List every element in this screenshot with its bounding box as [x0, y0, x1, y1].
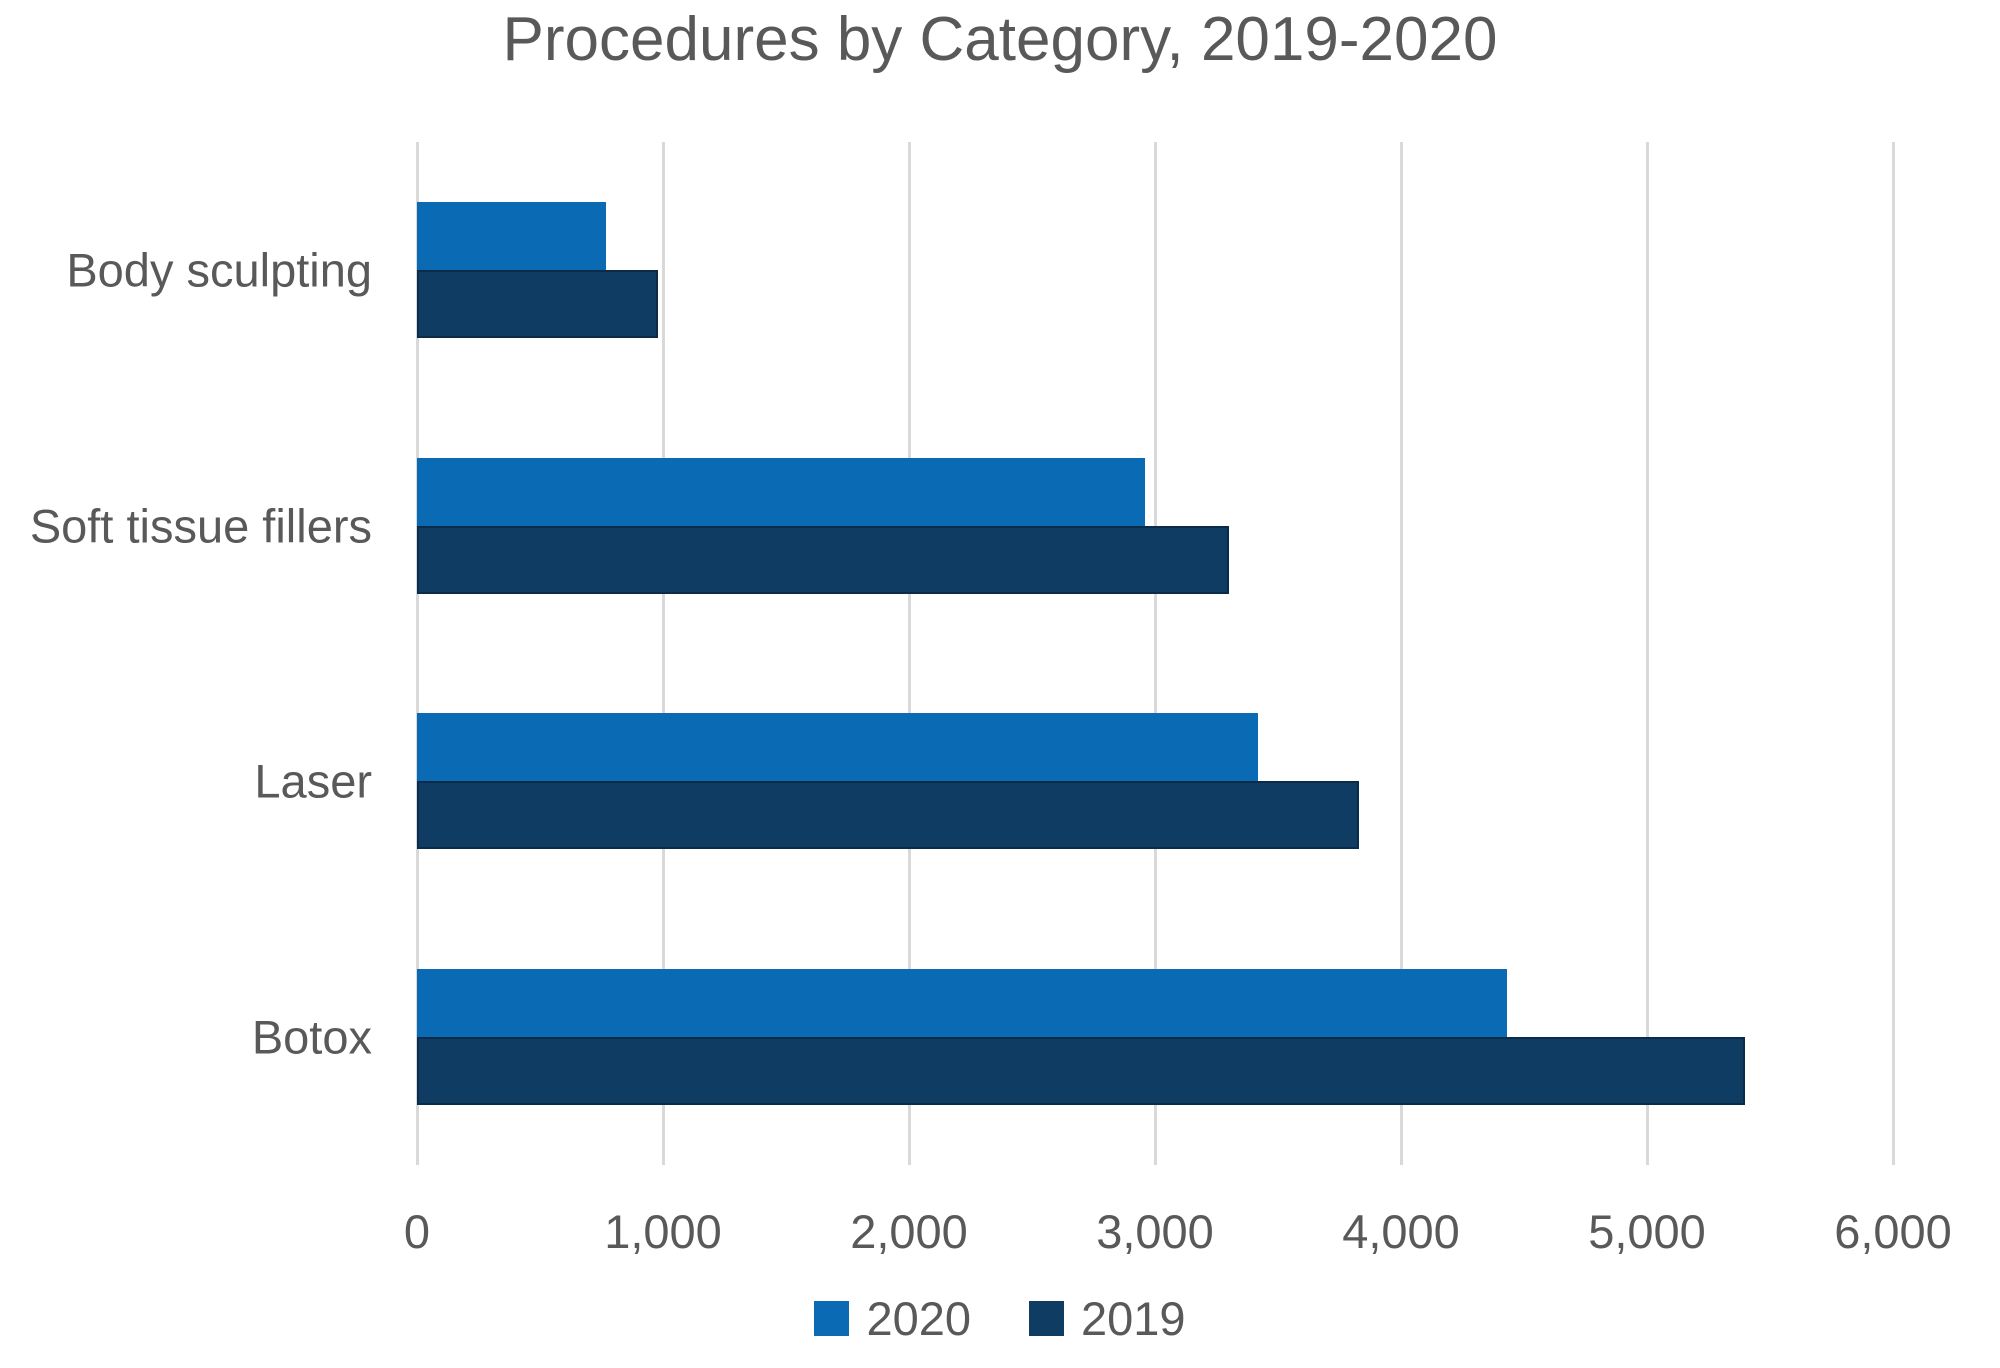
bar-2020-laser — [417, 713, 1259, 782]
x-axis-tick-label: 0 — [403, 1205, 431, 1258]
legend-swatch-2019 — [1029, 1301, 1064, 1336]
category-label: Laser — [254, 754, 372, 808]
chart-title: Procedures by Category, 2019-2020 — [502, 5, 1498, 74]
legend-item-2020: 2020 — [814, 1295, 971, 1342]
gridline — [1892, 142, 1895, 1165]
category-label: Body sculpting — [66, 243, 372, 297]
bar-2020-body-sculpting — [417, 201, 607, 270]
legend-item-2019: 2019 — [1029, 1295, 1186, 1342]
x-axis-tick-label: 3,000 — [1096, 1205, 1214, 1258]
gridline — [1646, 142, 1649, 1165]
bar-2019-laser — [417, 781, 1360, 850]
legend-label: 2020 — [866, 1292, 971, 1345]
bar-2020-botox — [417, 969, 1507, 1038]
bar-2019-botox — [417, 1037, 1746, 1106]
x-axis-tick-label: 2,000 — [850, 1205, 968, 1258]
legend: 2020 2019 — [0, 1295, 2000, 1342]
x-axis-tick-label: 6,000 — [1834, 1205, 1952, 1258]
bar-2019-soft-tissue-fillers — [417, 525, 1229, 594]
x-axis-tick-label: 5,000 — [1588, 1205, 1706, 1258]
gridline — [1154, 142, 1157, 1165]
bar-2019-body-sculpting — [417, 269, 659, 338]
legend-swatch-2020 — [814, 1301, 850, 1336]
x-axis-tick-label: 4,000 — [1342, 1205, 1460, 1258]
gridline — [416, 142, 419, 1165]
gridline — [1400, 142, 1403, 1165]
category-label: Soft tissue fillers — [29, 499, 372, 553]
gridline — [662, 142, 665, 1165]
bar-2020-soft-tissue-fillers — [417, 457, 1146, 526]
x-axis-tick-label: 1,000 — [604, 1205, 722, 1258]
gridline — [908, 142, 911, 1165]
legend-label: 2019 — [1081, 1292, 1186, 1345]
category-label: Botox — [251, 1010, 372, 1064]
